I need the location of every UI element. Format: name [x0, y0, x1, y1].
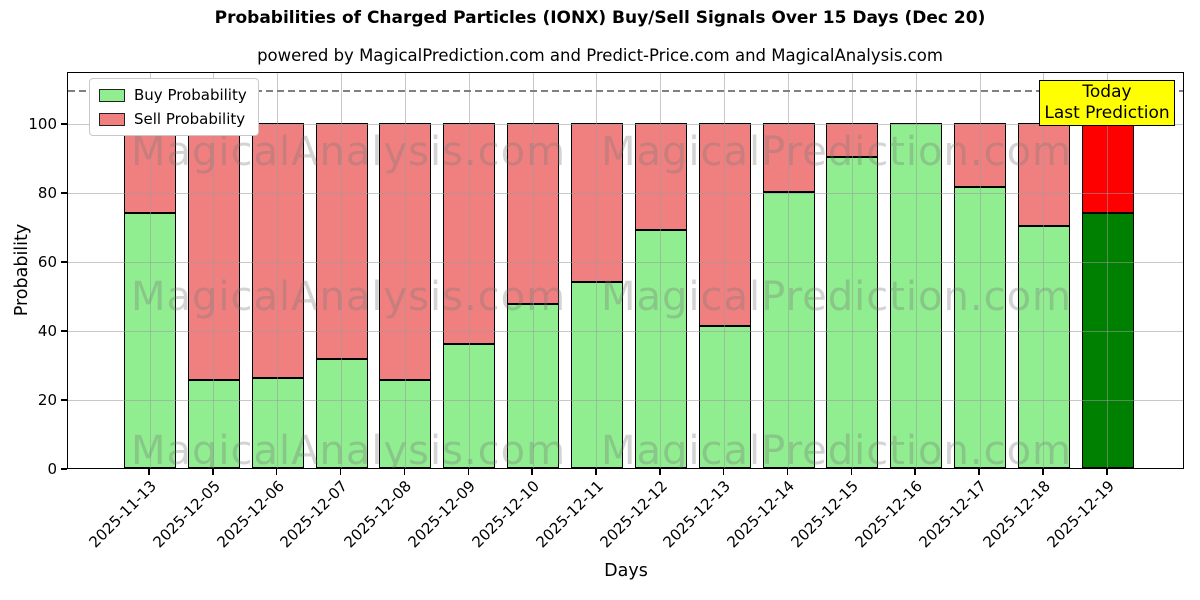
x-tick-label: 2025-12-17 — [915, 477, 990, 552]
x-tick-label: 2025-11-13 — [85, 477, 160, 552]
y-tick — [61, 192, 67, 194]
gridline-horizontal — [68, 124, 1183, 126]
x-tick-label: 2025-12-06 — [213, 477, 288, 552]
x-tick — [659, 469, 661, 475]
gridline-vertical — [979, 73, 981, 468]
y-tick-label: 60 — [37, 252, 57, 271]
gridline-vertical — [915, 73, 917, 468]
y-tick-label: 0 — [47, 460, 57, 478]
gridline-vertical — [468, 73, 470, 468]
gridline-vertical — [1107, 73, 1109, 468]
x-tick — [1042, 469, 1044, 475]
x-tick-label: 2025-12-14 — [723, 477, 799, 552]
gridline-vertical — [660, 73, 662, 468]
today-annotation-line1: Today — [1082, 82, 1132, 102]
x-tick — [786, 469, 789, 475]
x-tick-label: 2025-12-08 — [340, 477, 416, 552]
x-tick — [148, 469, 150, 475]
gridline-vertical — [596, 73, 598, 468]
sell-swatch-icon — [99, 112, 125, 126]
watermark-text: MagicalPrediction.com — [601, 428, 1072, 469]
gridline-vertical — [277, 73, 279, 468]
gridline-horizontal — [68, 331, 1183, 333]
buy-swatch-icon — [99, 88, 125, 102]
gridline-horizontal — [68, 262, 1183, 264]
gridline-vertical — [724, 73, 726, 468]
x-tick-label: 2025-12-18 — [979, 477, 1054, 552]
y-tick-label: 80 — [37, 183, 57, 202]
y-tick-label: 20 — [37, 390, 57, 409]
legend-item-buy: Buy Probability — [99, 86, 247, 104]
y-axis-label: Probability — [12, 223, 32, 317]
x-tick — [850, 469, 853, 475]
x-tick — [1106, 469, 1108, 475]
y-tick-label: 40 — [37, 321, 57, 340]
y-tick — [61, 330, 67, 332]
y-tick-label: 100 — [28, 114, 57, 133]
y-tick — [61, 261, 67, 263]
x-tick — [339, 469, 342, 475]
gridline-vertical — [788, 73, 789, 468]
x-tick — [978, 469, 980, 475]
plot-area: MagicalAnalysis.com MagicalPrediction.com… — [67, 72, 1184, 469]
x-tick-label: 2025-12-16 — [851, 477, 926, 552]
gridline-vertical — [404, 73, 406, 468]
x-tick-label: 2025-12-13 — [660, 477, 735, 552]
chart-subtitle: powered by MagicalPrediction.com and Pre… — [257, 46, 943, 65]
x-tick-label: 2025-12-10 — [468, 477, 543, 552]
today-annotation-line2: Last Prediction — [1044, 103, 1170, 123]
y-tick — [61, 399, 67, 401]
watermark-text: MagicalAnalysis.com — [131, 129, 567, 175]
x-tick-label: 2025-12-12 — [596, 477, 671, 552]
x-tick — [914, 469, 916, 475]
x-tick — [212, 469, 214, 475]
legend: Buy Probability Sell Probability — [89, 78, 259, 136]
y-tick — [61, 468, 67, 470]
x-tick-label: 2025-12-05 — [149, 477, 224, 552]
y-tick — [61, 123, 67, 125]
legend-label-sell: Sell Probability — [134, 110, 246, 128]
x-tick-label: 2025-12-15 — [787, 477, 863, 552]
x-axis-label: Days — [604, 561, 648, 581]
gridline-vertical — [851, 73, 853, 468]
legend-label-buy: Buy Probability — [134, 86, 247, 104]
x-tick — [722, 469, 725, 475]
x-tick — [467, 469, 469, 475]
gridline-horizontal — [68, 400, 1183, 402]
x-tick — [531, 469, 533, 475]
x-tick — [403, 469, 406, 475]
watermark-text: MagicalPrediction.com — [601, 129, 1072, 175]
gridline-horizontal — [68, 193, 1183, 195]
legend-item-sell: Sell Probability — [99, 110, 247, 128]
gridline-vertical — [149, 73, 151, 468]
x-tick — [275, 469, 278, 475]
watermark-text: MagicalPrediction.com — [601, 274, 1072, 320]
gridline-vertical — [1043, 73, 1045, 468]
today-annotation-box: Today Last Prediction — [1039, 80, 1175, 126]
x-tick-label: 2025-12-07 — [276, 477, 352, 552]
chart-title: Probabilities of Charged Particles (IONX… — [214, 8, 986, 28]
watermark-text: MagicalAnalysis.com — [131, 428, 567, 469]
gridline-vertical — [532, 73, 534, 468]
x-tick-label: 2025-12-09 — [404, 477, 479, 552]
gridline-vertical — [341, 73, 343, 468]
x-tick — [595, 469, 597, 475]
threshold-dashed-line — [68, 90, 1183, 92]
x-tick-label: 2025-12-11 — [532, 477, 607, 552]
x-tick-label: 2025-12-19 — [1043, 477, 1118, 552]
watermark-text: MagicalAnalysis.com — [131, 274, 567, 320]
gridline-vertical — [213, 73, 215, 468]
